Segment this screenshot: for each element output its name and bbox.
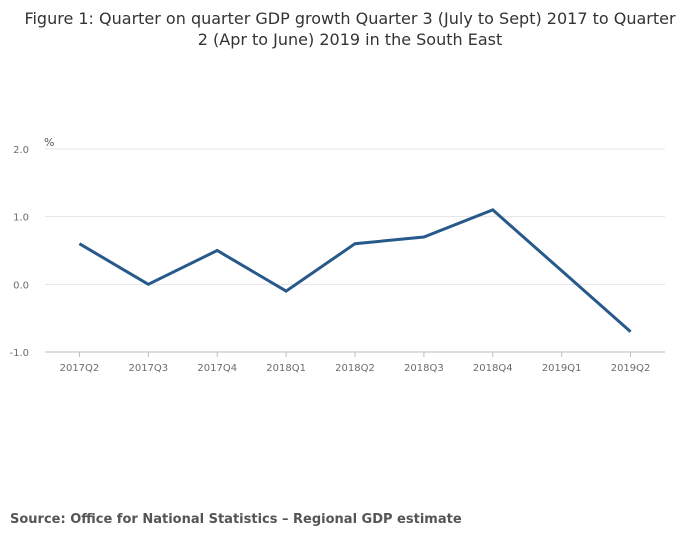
data-point-2017Q2[interactable]: [75, 240, 83, 248]
data-point-2018Q1[interactable]: [282, 287, 290, 295]
x-tick-label: 2018Q4: [473, 363, 513, 374]
tick-labels: 2.0 1.0 0.0 -1.0% 2017Q2 2017Q3 2017Q4 2018Q1 20…: [9, 136, 650, 374]
y-tick-label: 0.0: [13, 280, 29, 291]
source-note: Source: Office for National Statistics –…: [10, 512, 462, 527]
chart-title: Figure 1: Quarter on quarter GDP growth …: [24, 9, 676, 49]
axes: [45, 351, 665, 357]
data-point-2017Q3[interactable]: [144, 280, 152, 288]
series-line: [78, 208, 632, 333]
x-tick-label: 2019Q1: [542, 363, 582, 374]
x-tick-label: 2018Q3: [404, 363, 444, 374]
x-tick-label: 2019Q2: [611, 363, 651, 374]
data-point-2018Q4[interactable]: [489, 206, 497, 214]
series-layer: [75, 206, 635, 336]
x-tick-label: 2017Q4: [197, 363, 237, 374]
data-point-2018Q3[interactable]: [420, 233, 428, 241]
data-point-2018Q2[interactable]: [351, 240, 359, 248]
gridlines: [45, 148, 665, 285]
x-tick-label: 2018Q2: [335, 363, 375, 374]
data-point-2017Q4[interactable]: [213, 247, 221, 255]
y-axis-unit-label: %: [44, 136, 54, 149]
x-tick-label: 2018Q1: [266, 363, 306, 374]
y-tick-label: 1.0: [13, 213, 29, 224]
x-tick-label: 2017Q3: [128, 363, 168, 374]
data-point-2019Q1[interactable]: [558, 267, 566, 275]
y-tick-label: 2.0: [13, 145, 29, 156]
data-point-2019Q2[interactable]: [627, 328, 635, 336]
y-tick-label: -1.0: [9, 348, 29, 359]
x-tick-label: 2017Q2: [60, 363, 100, 374]
